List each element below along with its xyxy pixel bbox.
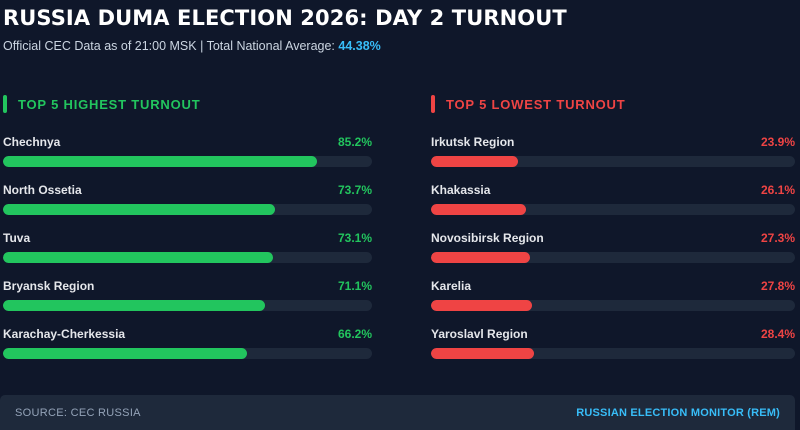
- bar-track: [431, 300, 795, 311]
- panel-marker-highest: [3, 95, 7, 113]
- bar-row: Novosibirsk Region 27.3%: [431, 231, 795, 279]
- bar-row-header: Irkutsk Region 23.9%: [431, 135, 795, 151]
- bar-track: [431, 348, 795, 359]
- bar-row-header: North Ossetia 73.7%: [3, 183, 372, 199]
- region-label: Karachay-Cherkessia: [3, 327, 126, 341]
- bar-fill: [431, 204, 526, 215]
- bar-row-header: Karachay-Cherkessia 66.2%: [3, 327, 372, 343]
- page-title: RUSSIA DUMA ELECTION 2026: DAY 2 TURNOUT: [3, 6, 567, 30]
- region-label: North Ossetia: [3, 183, 82, 197]
- bar-row: Khakassia 26.1%: [431, 183, 795, 231]
- turnout-value-label: 28.4%: [760, 327, 795, 341]
- subtitle-text: Official CEC Data as of 21:00 MSK | Tota…: [3, 39, 339, 53]
- turnout-value-label: 23.9%: [760, 135, 795, 149]
- bar-row: Karachay-Cherkessia 66.2%: [3, 327, 372, 375]
- bar-fill: [3, 300, 266, 311]
- turnout-value-label: 27.8%: [760, 279, 795, 293]
- region-label: Yaroslavl Region: [431, 327, 528, 341]
- bar-row-header: Yaroslavl Region 28.4%: [431, 327, 795, 343]
- bar-row-header: Bryansk Region 71.1%: [3, 279, 372, 295]
- panel-title-text-highest: TOP 5 HIGHEST TURNOUT: [18, 96, 201, 112]
- bar-row: Yaroslavl Region 28.4%: [431, 327, 795, 375]
- bar-row-header: Tuva 73.1%: [3, 231, 372, 247]
- bar-fill: [3, 252, 273, 263]
- bar-fill: [431, 300, 533, 311]
- header: RUSSIA DUMA ELECTION 2026: DAY 2 TURNOUT…: [3, 6, 567, 53]
- bar-row-header: Chechnya 85.2%: [3, 135, 372, 151]
- bar-fill: [431, 252, 531, 263]
- panel-title-highest: TOP 5 HIGHEST TURNOUT: [3, 95, 372, 113]
- bar-row: Chechnya 85.2%: [3, 135, 372, 183]
- turnout-value-label: 71.1%: [337, 279, 372, 293]
- region-label: Tuva: [3, 231, 31, 245]
- bar-track: [3, 204, 372, 215]
- footer: SOURCE: CEC RUSSIA RUSSIAN ELECTION MONI…: [0, 395, 795, 430]
- turnout-value-label: 66.2%: [337, 327, 372, 341]
- bar-fill: [431, 156, 518, 167]
- national-average-value: 44.38%: [338, 39, 381, 53]
- bar-row: Bryansk Region 71.1%: [3, 279, 372, 327]
- region-label: Novosibirsk Region: [431, 231, 544, 245]
- region-label: Khakassia: [431, 183, 491, 197]
- bar-fill: [3, 348, 248, 359]
- bar-fill: [431, 348, 535, 359]
- page-subtitle: Official CEC Data as of 21:00 MSK | Tota…: [3, 39, 567, 53]
- bar-track: [431, 156, 795, 167]
- region-label: Bryansk Region: [3, 279, 95, 293]
- bar-track: [3, 252, 372, 263]
- region-label: Irkutsk Region: [431, 135, 515, 149]
- bar-row: North Ossetia 73.7%: [3, 183, 372, 231]
- bar-fill: [3, 204, 275, 215]
- region-label: Karelia: [431, 279, 472, 293]
- turnout-value-label: 85.2%: [337, 135, 372, 149]
- turnout-value-label: 73.7%: [337, 183, 372, 197]
- brand-label: RUSSIAN ELECTION MONITOR (REM): [576, 406, 780, 419]
- bar-track: [3, 300, 372, 311]
- panel-title-text-lowest: TOP 5 LOWEST TURNOUT: [446, 96, 626, 112]
- region-label: Chechnya: [3, 135, 61, 149]
- bar-track: [3, 156, 372, 167]
- bar-row-header: Khakassia 26.1%: [431, 183, 795, 199]
- bar-row-header: Novosibirsk Region 27.3%: [431, 231, 795, 247]
- highest-turnout-rows: Chechnya 85.2% North Ossetia 73.7% Tuva 73.1%…: [3, 135, 372, 375]
- bar-row-header: Karelia 27.8%: [431, 279, 795, 295]
- bar-track: [3, 348, 372, 359]
- lowest-turnout-panel: TOP 5 LOWEST TURNOUT Irkutsk Region 23.9%…: [431, 95, 795, 375]
- bar-track: [431, 252, 795, 263]
- turnout-value-label: 27.3%: [760, 231, 795, 245]
- turnout-value-label: 26.1%: [760, 183, 795, 197]
- bar-row: Tuva 73.1%: [3, 231, 372, 279]
- bar-track: [431, 204, 795, 215]
- bar-row: Irkutsk Region 23.9%: [431, 135, 795, 183]
- source-credit: SOURCE: CEC RUSSIA: [15, 406, 141, 419]
- bar-row: Karelia 27.8%: [431, 279, 795, 327]
- panel-title-lowest: TOP 5 LOWEST TURNOUT: [431, 95, 795, 113]
- turnout-value-label: 73.1%: [337, 231, 372, 245]
- lowest-turnout-rows: Irkutsk Region 23.9% Khakassia 26.1% Novosib…: [431, 135, 795, 375]
- panel-marker-lowest: [431, 95, 435, 113]
- bar-fill: [3, 156, 318, 167]
- highest-turnout-panel: TOP 5 HIGHEST TURNOUT Chechnya 85.2% North…: [3, 95, 372, 375]
